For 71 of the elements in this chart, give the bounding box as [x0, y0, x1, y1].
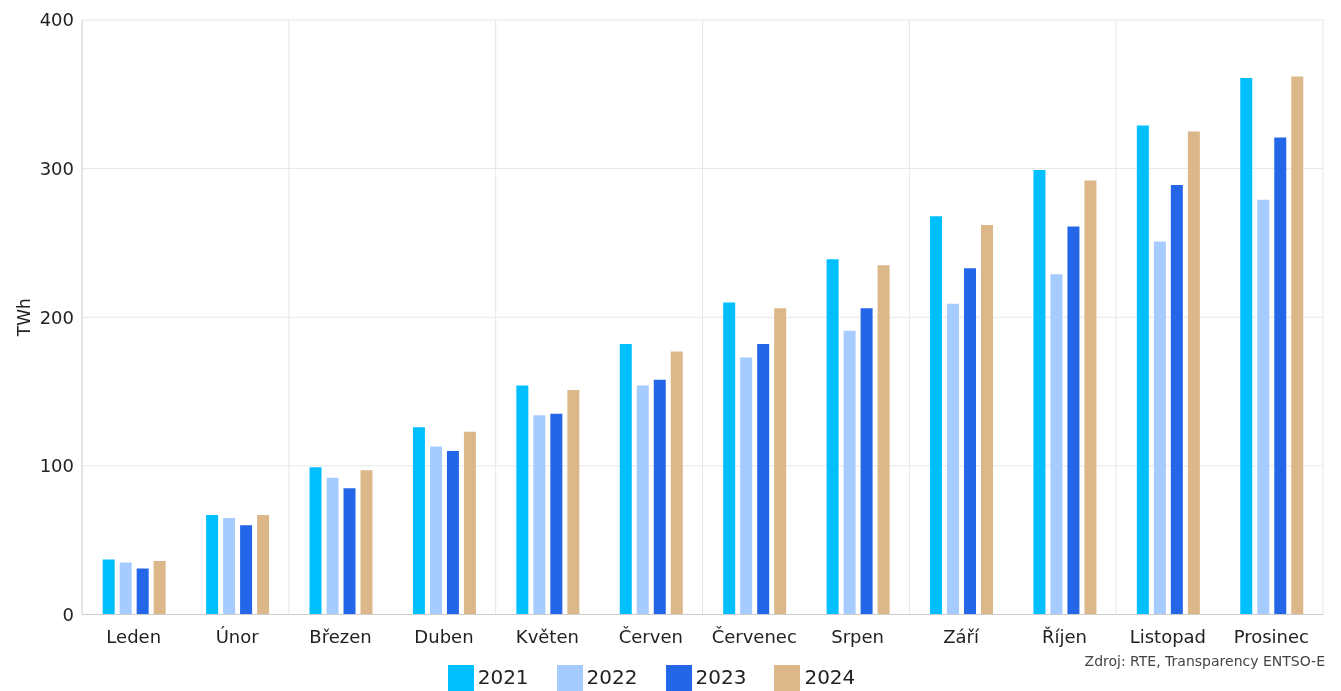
bar [343, 488, 356, 615]
x-tick-label: Listopad [1129, 626, 1207, 648]
x-tick-label: Červen [618, 626, 683, 648]
bar [947, 303, 960, 615]
bar [826, 259, 839, 615]
bar [136, 568, 149, 615]
x-tick-label: Srpen [831, 626, 884, 648]
bar [463, 431, 476, 615]
y-tick-label: 100 [39, 455, 74, 477]
x-tick-label: Prosinec [1233, 626, 1309, 648]
bar [257, 514, 270, 615]
bar [533, 415, 546, 615]
bar [1257, 199, 1270, 615]
bar [981, 225, 994, 615]
bar [1291, 76, 1304, 615]
bar [1274, 137, 1287, 615]
bar [1084, 180, 1097, 615]
x-tick-label: Září [943, 626, 980, 648]
bar [102, 559, 115, 615]
x-tick-label: Říjen [1041, 626, 1087, 648]
bar [206, 514, 219, 615]
bar [843, 330, 856, 615]
bar [1050, 274, 1063, 615]
x-tick-label: Leden [106, 626, 162, 648]
bar [636, 385, 649, 615]
bar [1240, 77, 1253, 615]
bar [757, 344, 770, 615]
bar [1187, 131, 1200, 615]
bar [774, 308, 787, 615]
bar [860, 308, 873, 615]
bar [309, 467, 322, 615]
bar [429, 446, 442, 615]
y-tick-label: 0 [62, 603, 74, 625]
y-tick-label: 200 [39, 306, 74, 328]
x-tick-label: Březen [309, 626, 372, 648]
bar [326, 477, 339, 615]
legend-label: 2023 [695, 664, 747, 689]
text: Zdroj: RTE, Transparency ENTSO-E [1084, 653, 1325, 669]
bar [550, 413, 563, 615]
y-tick-label: 400 [39, 9, 74, 31]
bar [240, 525, 253, 615]
bar [567, 390, 580, 615]
bar [1033, 170, 1046, 615]
legend-label: 2022 [586, 664, 638, 689]
bar [119, 562, 132, 615]
bar [670, 351, 683, 615]
y-tick-label: 300 [39, 158, 74, 180]
x-tick-label: Červenec [711, 626, 797, 648]
x-tick-label: Duben [414, 626, 474, 648]
bar [723, 302, 736, 615]
bar [153, 561, 166, 615]
legend-label: 2024 [804, 664, 856, 689]
bar [412, 427, 425, 615]
y-axis-title: TWh [14, 298, 35, 338]
legend-label: 2021 [477, 664, 529, 689]
x-tick-label: Květen [515, 626, 579, 648]
bar [1067, 226, 1080, 615]
bar [877, 265, 890, 615]
bar [1153, 241, 1166, 615]
bar [223, 517, 236, 615]
bar [446, 451, 459, 615]
bar [964, 268, 977, 615]
bar [516, 385, 529, 615]
bar [360, 470, 373, 615]
bar [1170, 184, 1183, 615]
bar [930, 216, 943, 615]
bar [619, 344, 632, 615]
bar [740, 357, 753, 615]
bar [653, 379, 666, 615]
x-tick-label: Únor [215, 626, 260, 648]
bar [1136, 125, 1149, 615]
